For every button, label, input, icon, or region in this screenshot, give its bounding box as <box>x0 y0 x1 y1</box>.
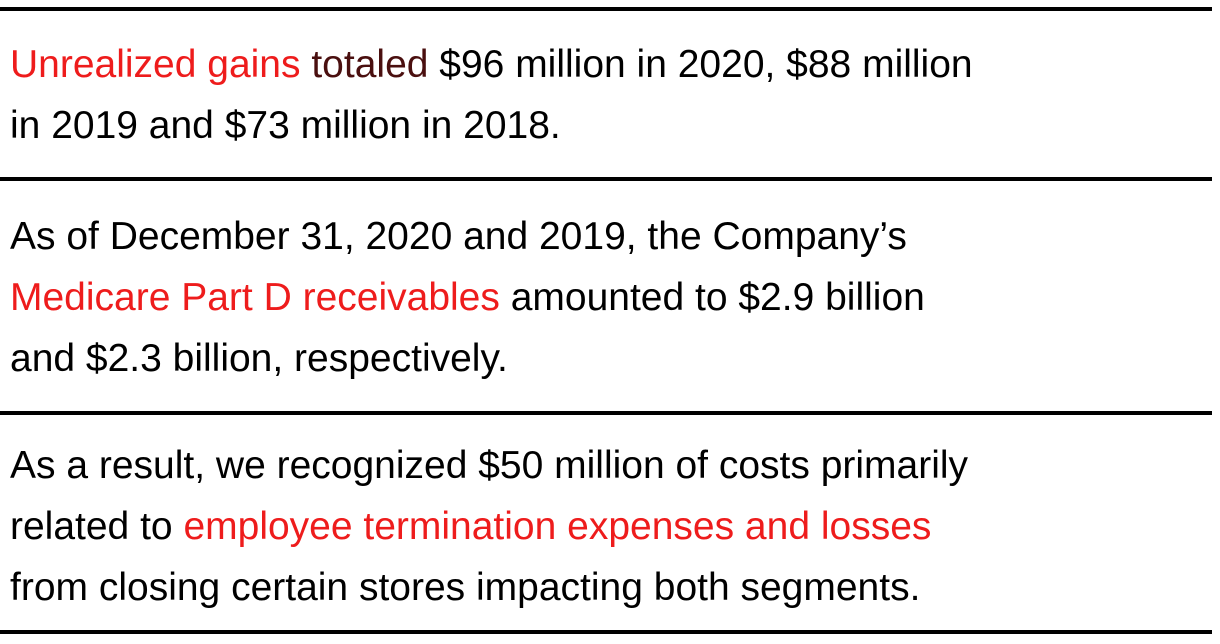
passage-text: and $2.3 billion, respectively. <box>10 337 508 380</box>
passage-text: related to <box>10 505 184 548</box>
passage-text: As of December 31, 2020 and 2019, the Co… <box>10 215 907 258</box>
passage-unrealized-gains: Unrealized gains totaled $96 million in … <box>10 34 1210 156</box>
passage-text: $96 million in 2020, $88 million <box>428 43 973 86</box>
passage-costs-recognized: As a result, we recognized $50 million o… <box>10 435 1210 618</box>
passage-text: As a result, we recognized $50 million o… <box>10 444 969 487</box>
divider-rule-top <box>0 7 1212 11</box>
passage-text: from closing certain stores impacting bo… <box>10 566 921 609</box>
passage-medicare-receivables: As of December 31, 2020 and 2019, the Co… <box>10 206 1210 389</box>
divider-rule <box>0 177 1212 181</box>
highlight-phrase: Unrealized gains <box>10 43 301 86</box>
highlight-phrase: employee termination expenses and losses <box>183 505 932 548</box>
secondary-highlight-word: totaled <box>300 43 429 86</box>
highlight-phrase: Medicare Part D receivables <box>10 276 500 319</box>
divider-rule <box>0 411 1212 415</box>
passage-text: in 2019 and $73 million in 2018. <box>10 104 561 147</box>
passage-text: amounted to $2.9 billion <box>499 276 925 319</box>
divider-rule-bottom <box>0 630 1212 634</box>
